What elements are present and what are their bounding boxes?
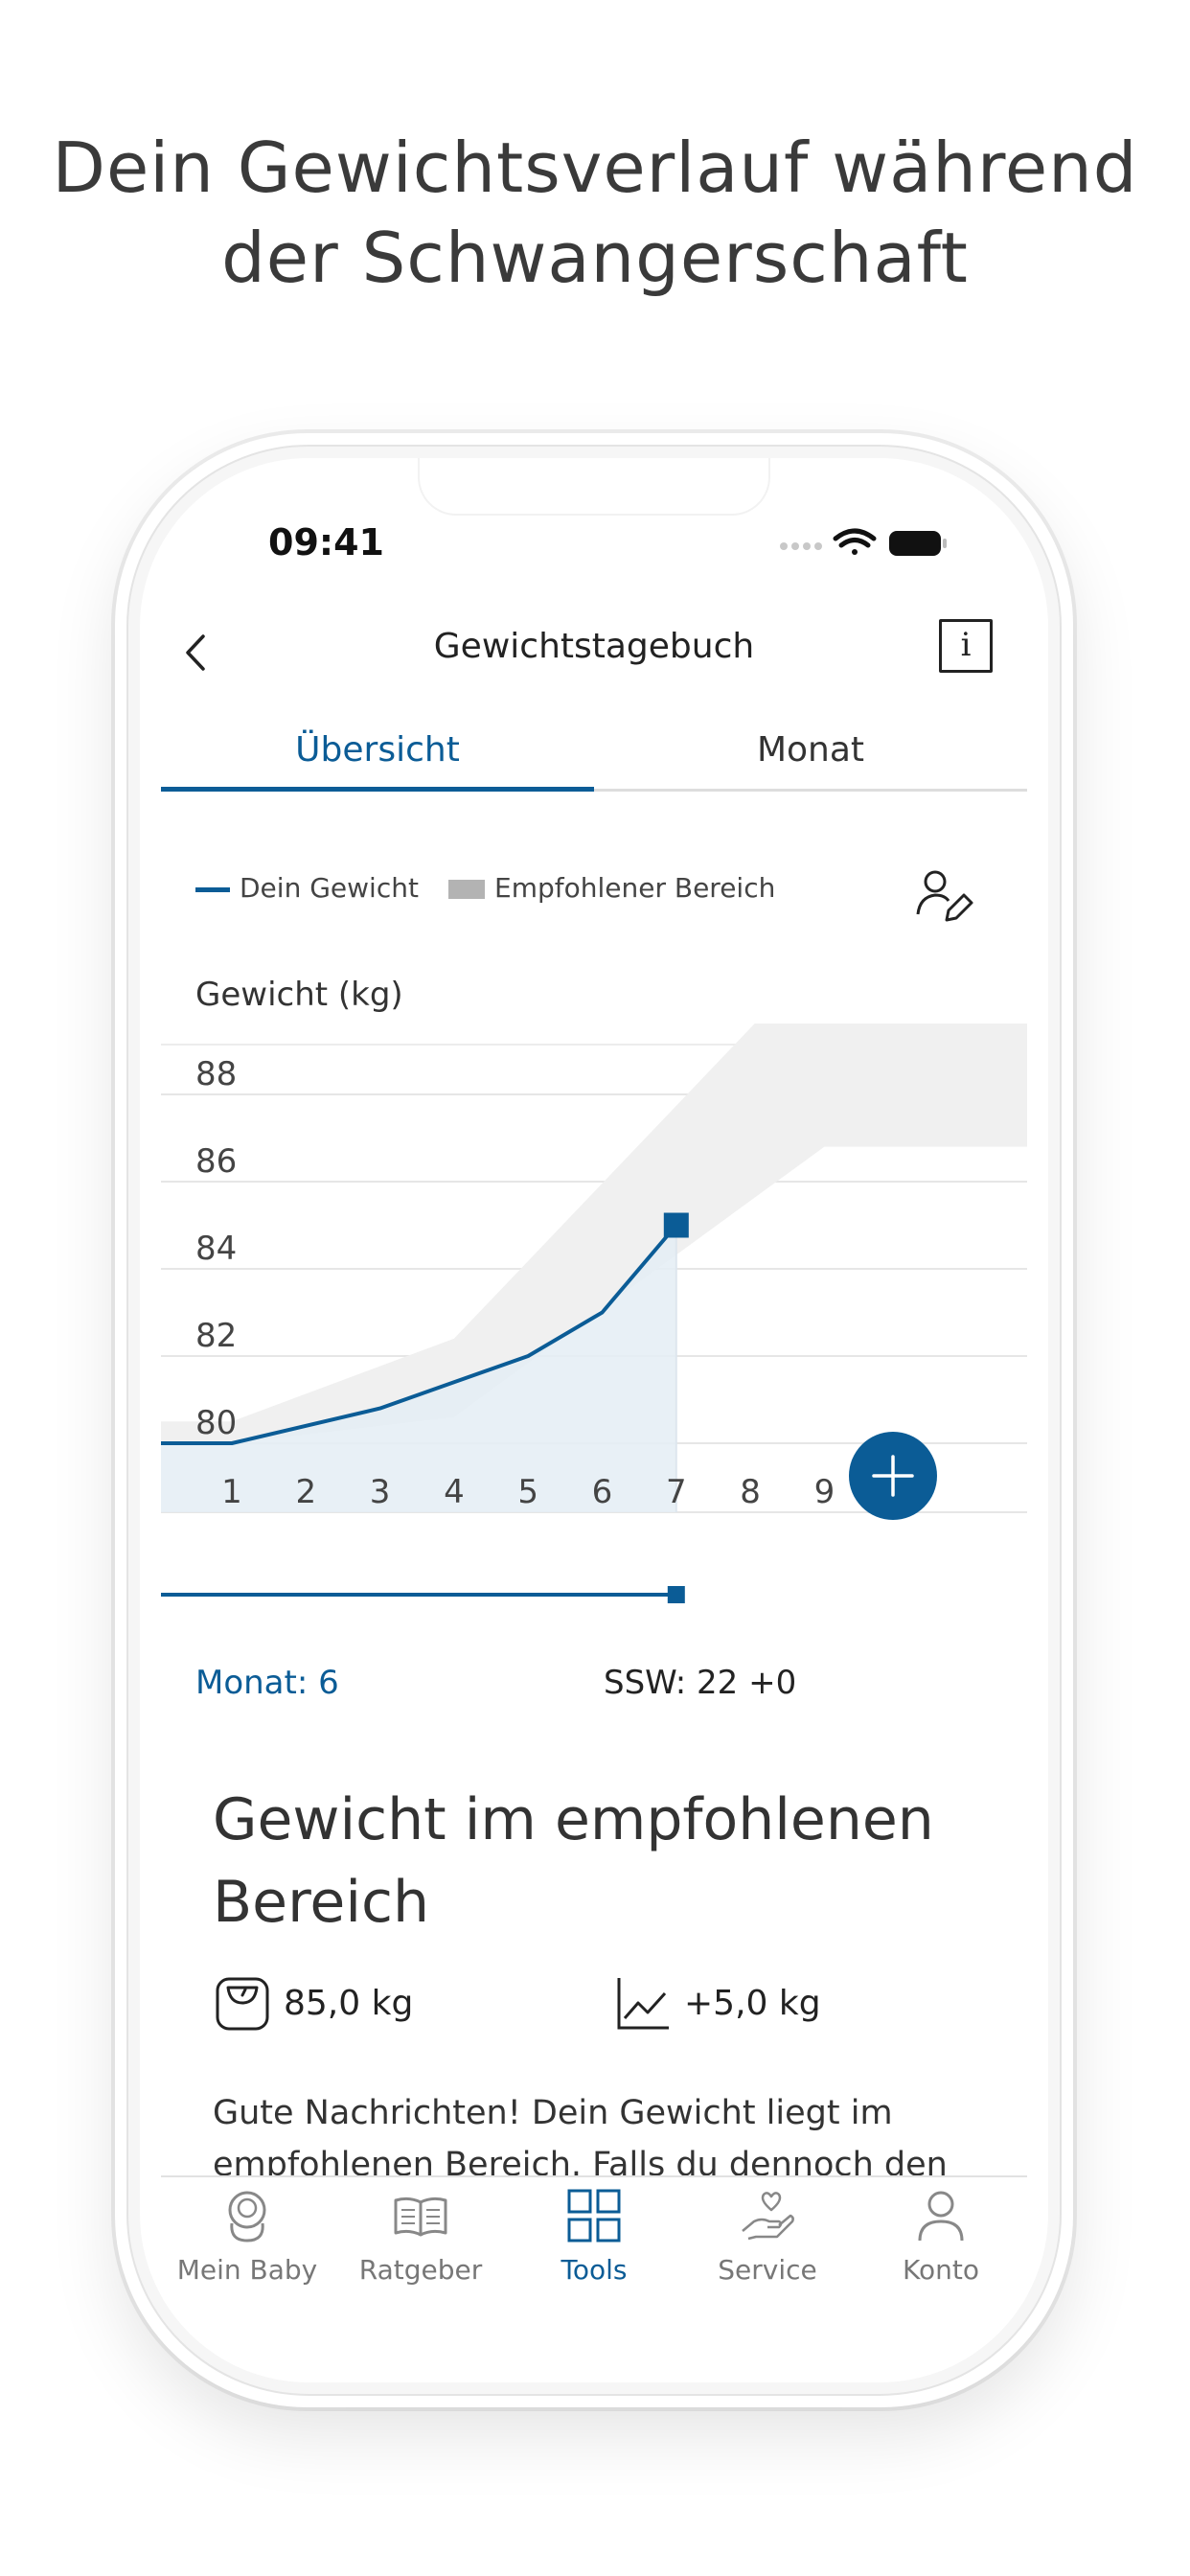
grid-icon (567, 2189, 621, 2242)
weight-line (161, 1224, 678, 1445)
legend-range-label: Empfohlener Bereich (494, 872, 776, 904)
phone-notch (418, 458, 770, 516)
scale-icon (216, 1977, 269, 2031)
info-button[interactable]: i (939, 619, 993, 673)
person-icon (918, 2191, 964, 2242)
recommended-range-band (161, 1024, 1027, 1443)
selected-point (663, 1212, 689, 1238)
bottom-navigation: Mein Baby Ratgeber Tools Serv (161, 2175, 1027, 2382)
weight-change-value: +5,0 kg (684, 1984, 821, 2023)
tab-month[interactable]: Monat (756, 730, 865, 770)
x-tick-label: 4 (444, 1473, 465, 1511)
edit-profile-icon[interactable] (912, 864, 975, 928)
battery-icon (889, 531, 947, 556)
legend-weight-label: Dein Gewicht (240, 872, 419, 904)
y-tick-label: 80 (195, 1404, 237, 1442)
promo-headline: Dein Gewichtsverlauf während der Schwang… (0, 123, 1190, 303)
legend-weight: Dein Gewicht (195, 872, 419, 904)
nav-item-tools[interactable]: Tools (508, 2177, 680, 2302)
page-title: Gewichtstagebuch (433, 627, 755, 666)
summary-text-line-1: Gute Nachrichten! Dein Gewicht liegt im (213, 2094, 893, 2132)
x-tick-label: 5 (517, 1473, 538, 1511)
y-tick-label: 84 (195, 1230, 237, 1268)
x-tick-label: 9 (814, 1473, 835, 1511)
nav-label-ratgeber: Ratgeber (358, 2254, 483, 2286)
tab-overview[interactable]: Übersicht (295, 730, 460, 770)
active-tab-indicator (161, 787, 594, 792)
weight-area (161, 1225, 676, 1512)
hand-heart-icon (742, 2192, 794, 2241)
pregnancy-week: SSW: 22 +0 (604, 1664, 797, 1702)
status-time: 09:41 (268, 521, 384, 564)
nav-item-ratgeber[interactable]: Ratgeber (334, 2177, 507, 2302)
promo-headline-line-2: der Schwangerschaft (221, 218, 969, 298)
book-icon (394, 2196, 447, 2237)
nav-item-service[interactable]: Service (681, 2177, 854, 2302)
plus-icon (872, 1455, 914, 1497)
x-tick-label: 8 (740, 1473, 761, 1511)
x-tick-label: 7 (666, 1473, 687, 1511)
baby-icon (228, 2191, 266, 2242)
nav-label-konto: Konto (903, 2254, 979, 2286)
signal-icon (780, 542, 822, 550)
x-tick-label: 6 (592, 1473, 613, 1511)
status-icons (780, 528, 947, 556)
phone-screen: 09:41 Gewichtstagebuch i Übersicht Monat… (140, 458, 1048, 2382)
legend-range: Empfohlener Bereich (448, 872, 775, 904)
weight-chart[interactable]: 80828486889012345678910+ (161, 1024, 1027, 1618)
x-tick-label: 3 (370, 1473, 391, 1511)
back-icon[interactable] (172, 629, 220, 677)
selected-month: Monat: 6 (195, 1664, 339, 1702)
current-weight-value: 85,0 kg (284, 1984, 414, 2023)
trend-chart-icon (617, 1978, 669, 2030)
nav-item-konto[interactable]: Konto (855, 2177, 1027, 2302)
wifi-icon (833, 528, 877, 555)
nav-label-mein-baby: Mein Baby (176, 2254, 318, 2286)
promo-headline-line-1: Dein Gewichtsverlauf während (52, 127, 1138, 208)
summary-title-line-2: Bereich (213, 1869, 430, 1936)
legend-line-swatch (195, 886, 230, 892)
y-tick-label: 88 (195, 1055, 237, 1093)
nav-item-mein-baby[interactable]: Mein Baby (161, 2177, 333, 2302)
y-tick-label: 82 (195, 1317, 237, 1355)
nav-label-tools: Tools (561, 2254, 628, 2286)
legend-band-swatch (448, 880, 485, 899)
x-tick-label: 1 (221, 1473, 242, 1511)
summary-title-line-1: Gewicht im empfohlenen (213, 1786, 934, 1853)
summary-title: Gewicht im empfohlenen Bereich (213, 1779, 979, 1944)
tab-bar: Übersicht Monat (161, 726, 1027, 792)
y-tick-label: 86 (195, 1142, 237, 1181)
add-entry-button[interactable] (847, 1430, 939, 1522)
chart-y-axis-label: Gewicht (kg) (195, 976, 403, 1014)
scrub-handle (667, 1586, 685, 1603)
nav-label-service: Service (718, 2254, 817, 2286)
x-tick-label: 2 (295, 1473, 316, 1511)
